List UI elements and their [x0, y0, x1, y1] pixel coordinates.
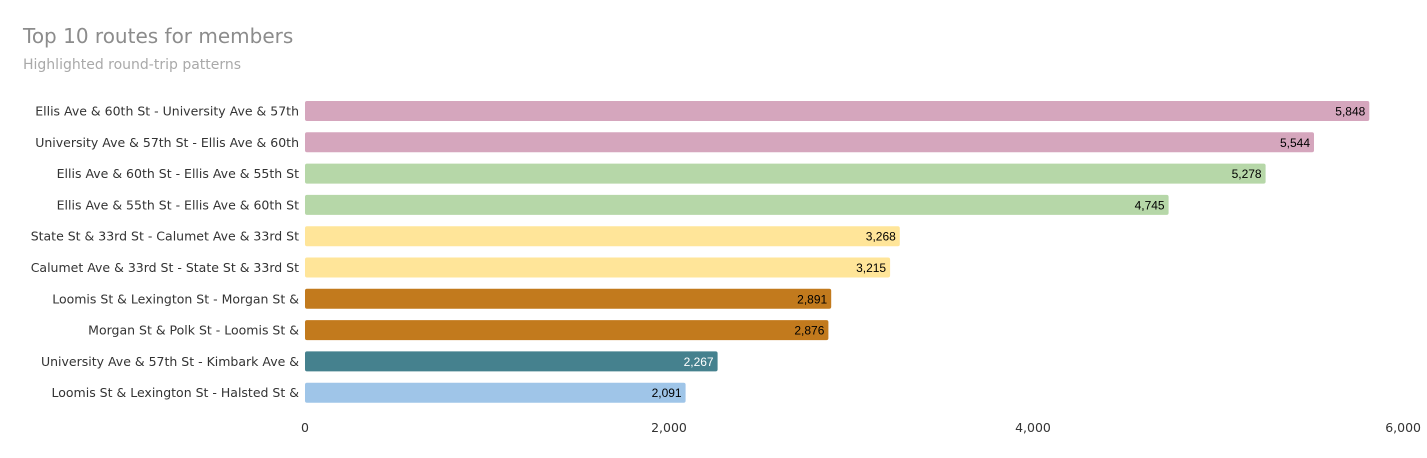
- bar: [305, 257, 891, 278]
- category-label: University Ave & 57th St - Kimbark Ave &: [41, 354, 299, 369]
- data-label: 5,544: [1280, 136, 1310, 150]
- category-label: Morgan St & Polk St - Loomis St &: [88, 323, 299, 338]
- bar: [305, 288, 832, 309]
- bar: [305, 101, 1370, 121]
- bar: [305, 194, 1169, 215]
- category-label: Ellis Ave & 60th St - Ellis Ave & 55th S…: [57, 166, 299, 181]
- bar: [305, 382, 686, 403]
- x-tick-label: 0: [301, 420, 309, 435]
- bar: [305, 132, 1314, 153]
- category-label: Ellis Ave & 60th St - University Ave & 5…: [35, 104, 299, 119]
- x-tick-label: 2,000: [651, 420, 687, 435]
- data-labels: 5,848 5,544 5,278 4,745 3,268 3,215 2,891 2,876…: [652, 105, 1366, 401]
- category-label: Loomis St & Lexington St - Halsted St &: [52, 385, 300, 400]
- bars-layer: [305, 101, 1370, 403]
- data-label: 5,848: [1335, 105, 1365, 119]
- bar: [305, 226, 900, 247]
- data-label: 2,267: [684, 355, 714, 369]
- x-tick-label: 6,000: [1385, 420, 1421, 435]
- category-label: Ellis Ave & 55th St - Ellis Ave & 60th S…: [57, 197, 299, 212]
- x-axis-ticks: 0 2,000 4,000 6,000: [301, 420, 1421, 435]
- data-label: 2,876: [794, 324, 824, 338]
- bar: [305, 320, 829, 341]
- data-label: 2,891: [797, 292, 827, 306]
- chart-title: Top 10 routes for members: [23, 24, 294, 48]
- category-label: State St & 33rd St - Calumet Ave & 33rd …: [31, 229, 299, 244]
- category-label: University Ave & 57th St - Ellis Ave & 6…: [35, 135, 299, 150]
- data-label: 2,091: [652, 386, 682, 400]
- category-labels: Ellis Ave & 60th St - University Ave & 5…: [31, 104, 300, 401]
- bar: [305, 351, 718, 372]
- data-label: 4,745: [1135, 198, 1165, 212]
- data-label: 3,268: [866, 230, 896, 244]
- data-label: 3,215: [856, 261, 886, 275]
- x-tick-label: 4,000: [1015, 420, 1051, 435]
- category-label: Loomis St & Lexington St - Morgan St &: [52, 291, 299, 306]
- data-label: 5,278: [1232, 167, 1262, 181]
- chart-subtitle: Highlighted round-trip patterns: [23, 57, 242, 73]
- bar: [305, 163, 1266, 184]
- category-label: Calumet Ave & 33rd St - State St & 33rd …: [31, 260, 299, 275]
